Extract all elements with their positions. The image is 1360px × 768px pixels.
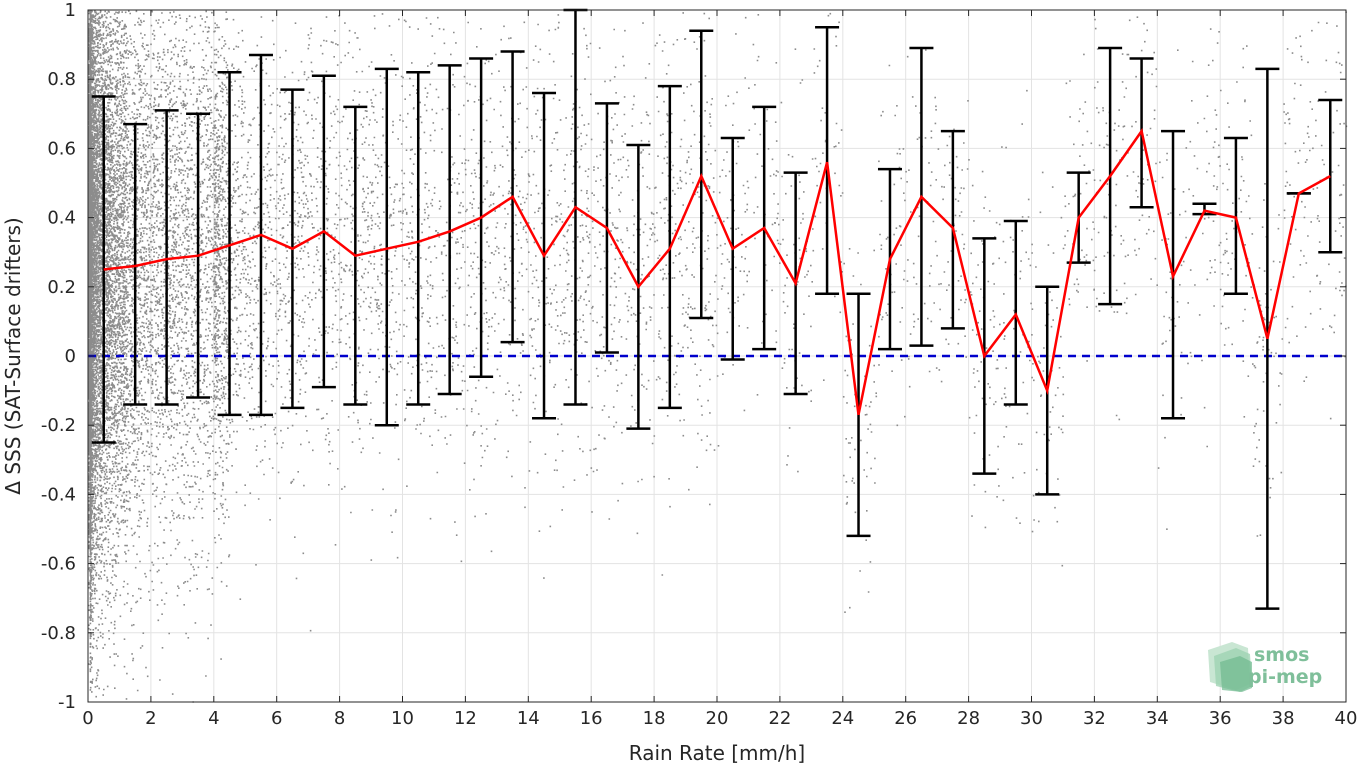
x-tick-label: 14 [517,708,540,729]
x-tick-label: 36 [1209,708,1232,729]
x-tick-label: 4 [208,708,219,729]
error-bar [437,64,462,396]
scatter-point [88,10,1348,703]
y-tick-label: 0.4 [47,208,76,229]
x-axis-label: Rain Rate [mm/h] [629,741,806,765]
y-tick-label: 0.6 [47,138,76,159]
logo-text-smos: smos [1254,644,1309,666]
y-tick-label: -1 [58,692,76,713]
y-tick-label: -0.2 [41,415,76,436]
y-tick-label: 0.2 [47,277,76,298]
x-tick-label: 12 [454,708,477,729]
logo-text-pi-mep: pi-mep [1248,666,1322,688]
x-tick-label: 38 [1272,708,1295,729]
y-tick-label: -0.4 [41,484,76,505]
x-tick-label: 28 [957,708,980,729]
x-tick-label: 22 [768,708,791,729]
x-tick-label: 16 [580,708,603,729]
error-bar [217,71,242,417]
y-tick-label: -0.6 [41,554,76,575]
x-tick-label: 26 [894,708,917,729]
x-tick-label: 24 [831,708,854,729]
x-tick-label: 0 [82,708,93,729]
y-tick-label: -0.8 [41,623,76,644]
x-axis-ticks: 0 2 4 6 8 10 12 14 16 18 20 22 24 26 28 30 32 34 36 38 40 [82,10,1357,729]
error-bar [123,122,148,406]
x-tick-label: 10 [391,708,414,729]
x-tick-label: 8 [334,708,345,729]
y-tick-label: 1 [65,0,76,21]
logo-mark-icon [1208,642,1252,692]
smos-pi-mep-logo: smos pi-mep [1208,642,1322,692]
error-bar [154,109,179,406]
y-axis-ticks: -1 -0.8 -0.6 -0.4 -0.2 0 0.2 0.4 0.6 0.8 1 [41,0,1346,713]
y-tick-label: 0.8 [47,69,76,90]
x-tick-label: 20 [706,708,729,729]
x-tick-label: 2 [145,708,156,729]
y-axis-label: Δ SSS (SAT-Surface drifters) [1,217,25,494]
mean-line [103,128,1331,416]
x-tick-label: 6 [271,708,282,729]
x-tick-label: 30 [1020,708,1043,729]
x-tick-label: 34 [1146,708,1169,729]
x-tick-label: 18 [643,708,666,729]
y-tick-label: 0 [65,346,76,367]
error-bar [374,67,399,427]
x-tick-label: 32 [1083,708,1106,729]
x-tick-label: 40 [1335,708,1358,729]
error-bar [815,26,840,295]
scatter-points [88,10,1348,703]
error-bar [1223,136,1248,295]
error-bar [406,71,431,406]
